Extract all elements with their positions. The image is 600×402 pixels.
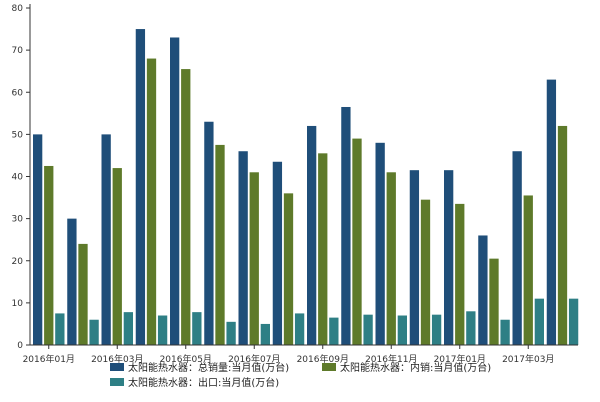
bar-2-11 xyxy=(386,172,396,345)
bar-2-13 xyxy=(455,203,465,345)
bar-3-6 xyxy=(226,321,236,345)
x-tick-label: 2017年01月 xyxy=(434,353,486,365)
bar-3-15 xyxy=(534,298,544,345)
bar-2-12 xyxy=(420,199,431,345)
bar-1-13 xyxy=(444,170,454,345)
bar-3-5 xyxy=(192,312,202,345)
bar-1-8 xyxy=(272,161,283,345)
bar-2-16 xyxy=(557,125,568,345)
bar-1-5 xyxy=(170,37,180,346)
bar-2-4 xyxy=(146,58,157,346)
bar-1-11 xyxy=(375,142,385,345)
bar-2-10 xyxy=(352,138,362,345)
x-tick-label: 2016年05月 xyxy=(160,353,212,365)
axes-layer: 0 10 20 30 40 50 60 70 80 2016年01月 2016年03月 2016年05… xyxy=(12,4,578,365)
bar-1-2 xyxy=(67,218,77,346)
bar-1-7 xyxy=(238,151,248,345)
legend-label-1: 太阳能热水器：总销量:当月值(万台) xyxy=(128,361,289,374)
bar-2-9 xyxy=(318,153,328,345)
bar-3-12 xyxy=(431,314,442,345)
bar-2-8 xyxy=(283,193,294,345)
x-tick-label: 2016年01月 xyxy=(23,353,75,365)
bar-2-7 xyxy=(249,172,259,345)
bar-3-13 xyxy=(466,311,476,345)
bar-1-14 xyxy=(478,235,488,345)
bar-2-1 xyxy=(44,165,54,345)
bar-2-6 xyxy=(215,144,225,345)
bar-2-2 xyxy=(78,243,88,345)
y-tick-label: 40 xyxy=(12,173,24,183)
x-tick-label: 2017年03月 xyxy=(502,353,554,365)
bar-3-10 xyxy=(363,314,373,345)
bar-3-16 xyxy=(568,298,579,345)
bar-3-11 xyxy=(397,315,407,345)
y-tick-label: 10 xyxy=(12,299,24,309)
bar-2-15 xyxy=(523,195,533,345)
bar-1-3 xyxy=(101,134,111,346)
legend-swatch-2 xyxy=(322,363,336,371)
y-tick-label: 50 xyxy=(12,130,24,140)
legend-label-3: 太阳能热水器：出口:当月值(万台) xyxy=(128,376,279,389)
y-tick-label: 70 xyxy=(12,46,24,56)
legend-label-2: 太阳能热水器：内销:当月值(万台) xyxy=(340,361,491,374)
bar-2-14 xyxy=(489,258,499,345)
bar-1-9 xyxy=(307,125,317,345)
bar-3-9 xyxy=(329,317,339,345)
x-tick-label: 2016年11月 xyxy=(365,353,417,365)
bar-1-12 xyxy=(409,170,420,345)
bar-3-4 xyxy=(157,315,168,345)
bars-layer xyxy=(33,29,579,346)
legend: 太阳能热水器：总销量:当月值(万台) 太阳能热水器：内销:当月值(万台) 太阳能热水… xyxy=(110,361,491,389)
y-tick-label: 30 xyxy=(12,215,24,225)
bar-1-15 xyxy=(512,151,522,345)
bar-1-1 xyxy=(33,134,43,346)
bar-1-10 xyxy=(341,106,351,346)
bar-3-14 xyxy=(500,319,510,345)
bar-3-3 xyxy=(123,312,133,345)
x-tick-label: 2016年03月 xyxy=(91,353,143,365)
bar-1-4 xyxy=(135,29,146,346)
y-tick-label: 0 xyxy=(17,341,23,351)
bar-3-8 xyxy=(294,313,305,345)
y-tick-label: 20 xyxy=(12,257,24,267)
x-tick-label: 2016年09月 xyxy=(297,353,349,365)
bar-1-6 xyxy=(204,121,214,346)
legend-swatch-3 xyxy=(110,378,124,386)
y-tick-label: 80 xyxy=(12,4,24,14)
legend-swatch-1 xyxy=(110,363,124,371)
bar-3-1 xyxy=(55,313,65,345)
bar-3-2 xyxy=(89,319,99,345)
y-tick-label: 60 xyxy=(12,88,24,98)
x-tick-label: 2016年07月 xyxy=(228,353,280,365)
bar-2-5 xyxy=(181,69,191,345)
bar-3-7 xyxy=(260,323,270,345)
bar-2-3 xyxy=(112,168,122,345)
bar-1-16 xyxy=(546,79,557,346)
